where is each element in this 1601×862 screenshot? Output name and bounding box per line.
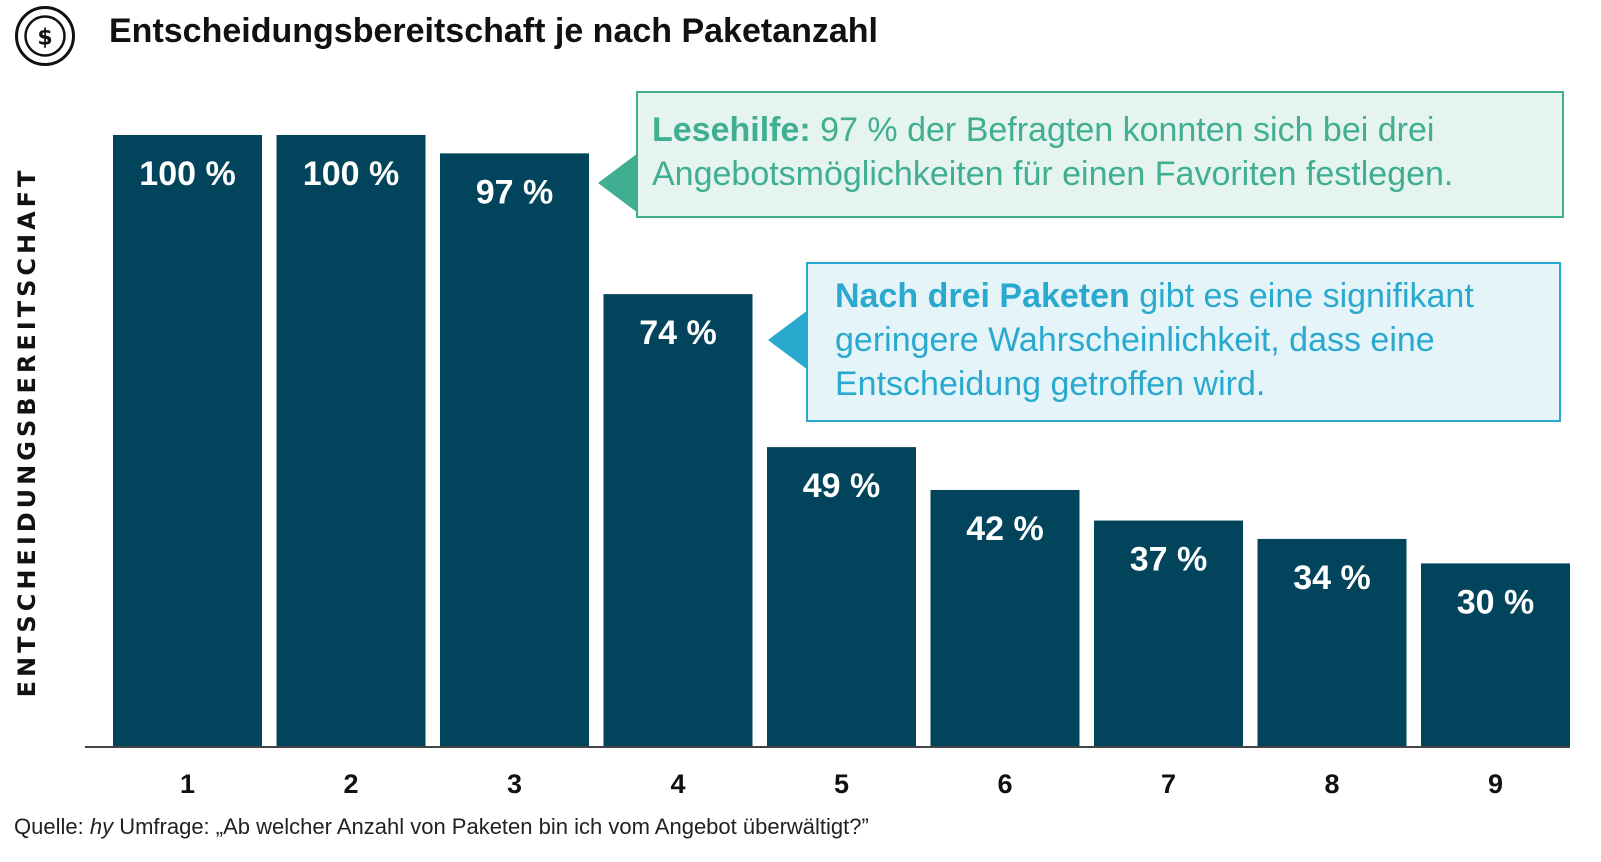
chart-title: Entscheidungsbereitschaft je nach Paketa…	[109, 12, 879, 50]
bar-value-label: 74 %	[639, 314, 717, 352]
source-italic: hy	[89, 814, 114, 839]
bar-7	[1094, 520, 1243, 747]
callout-insight: Nach drei Paketen gibt es eine signifika…	[806, 262, 1561, 422]
bar-6	[930, 489, 1080, 747]
x-tick-label: 2	[343, 769, 358, 799]
bar-value-label: 37 %	[1130, 541, 1208, 579]
x-tick-label: 1	[180, 769, 195, 799]
callout-1-bold: Lesehilfe:	[652, 111, 811, 149]
header: $	[14, 4, 76, 68]
bar-2	[276, 135, 426, 747]
svg-text:$: $	[37, 26, 52, 51]
bar-8	[1257, 538, 1407, 747]
callout-2-bold: Nach drei Paketen	[835, 277, 1130, 315]
bar-value-label: 100 %	[303, 155, 399, 193]
callout-1-text: 97 % der Befragten konnten sich bei drei…	[652, 111, 1454, 193]
bar-5	[767, 447, 916, 747]
bar-9	[1421, 563, 1570, 747]
callout-2-text: gibt es eine signifikant geringere Wahrs…	[835, 277, 1474, 403]
x-tick-label: 8	[1324, 769, 1339, 799]
callout-reading-aid: Lesehilfe: 97 % der Befragten konnten si…	[636, 91, 1564, 218]
x-tick-label: 7	[1161, 769, 1176, 799]
source-prefix: Quelle:	[14, 814, 90, 839]
bar-value-label: 30 %	[1457, 583, 1535, 621]
callout-1-pointer	[598, 153, 638, 213]
source-note: Quelle: hy Umfrage: „Ab welcher Anzahl v…	[14, 814, 869, 840]
x-tick-label: 9	[1488, 769, 1503, 799]
bar-value-label: 49 %	[803, 467, 881, 505]
x-tick-label: 4	[670, 769, 685, 799]
x-tick-label: 6	[997, 769, 1012, 799]
bar-value-label: 100 %	[139, 155, 235, 193]
bar-value-label: 97 %	[476, 173, 554, 211]
x-tick-label: 5	[834, 769, 849, 799]
bar-value-label: 34 %	[1293, 559, 1371, 597]
bar-3	[440, 153, 589, 748]
source-text: Umfrage: „Ab welcher Anzahl von Paketen …	[113, 814, 869, 839]
callout-2-pointer	[768, 310, 808, 370]
bar-4	[603, 294, 753, 747]
dollar-coin-icon: $	[15, 6, 75, 66]
bar-value-label: 42 %	[966, 510, 1044, 548]
bar-1	[113, 135, 262, 747]
x-tick-label: 3	[507, 769, 522, 799]
